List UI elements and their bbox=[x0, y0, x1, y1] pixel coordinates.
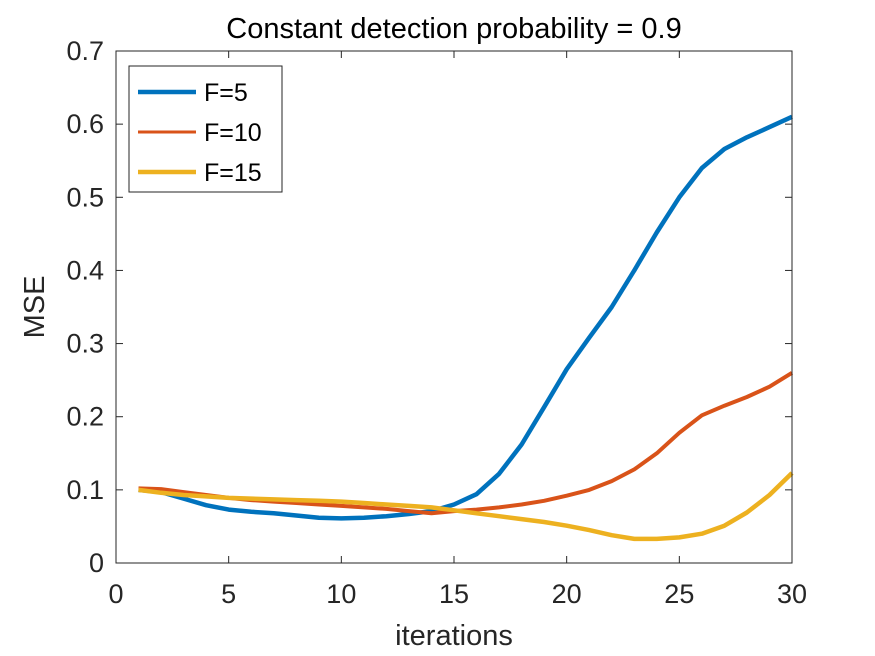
y-ticks: 0 0.1 0.2 0.3 0.4 0.5 0.6 0.7 bbox=[66, 36, 792, 578]
series-layer bbox=[138, 114, 794, 542]
legend-label-f5: F=5 bbox=[204, 79, 248, 107]
y-axis-label: MSE bbox=[19, 276, 51, 339]
x-tick-label: 5 bbox=[221, 579, 236, 609]
y-tick-label: 0.3 bbox=[66, 329, 104, 359]
y-tick-label: 0.4 bbox=[66, 255, 104, 285]
y-tick-label: 0.1 bbox=[66, 475, 104, 505]
x-axis-label: iterations bbox=[395, 620, 513, 652]
x-tick-label: 15 bbox=[439, 579, 469, 609]
x-tick-label: 20 bbox=[552, 579, 582, 609]
series-line-f15 bbox=[138, 471, 794, 542]
y-tick-label: 0 bbox=[89, 548, 104, 578]
legend-label-f15: F=15 bbox=[204, 159, 262, 187]
series-line-f5 bbox=[138, 114, 793, 521]
chart-title: Constant detection probability = 0.9 bbox=[226, 13, 681, 45]
legend-label-f10: F=10 bbox=[204, 119, 262, 147]
legend: F=5 F=10 F=15 bbox=[128, 65, 283, 193]
x-ticks: 0 5 10 15 20 25 30 bbox=[108, 51, 807, 609]
x-tick-label: 30 bbox=[777, 579, 807, 609]
x-tick-label: 25 bbox=[664, 579, 694, 609]
y-tick-label: 0.6 bbox=[66, 109, 104, 139]
x-tick-label: 0 bbox=[108, 579, 123, 609]
y-tick-label: 0.2 bbox=[66, 402, 104, 432]
x-tick-label: 10 bbox=[326, 579, 356, 609]
y-tick-label: 0.7 bbox=[66, 36, 104, 66]
y-tick-label: 0.5 bbox=[66, 182, 104, 212]
